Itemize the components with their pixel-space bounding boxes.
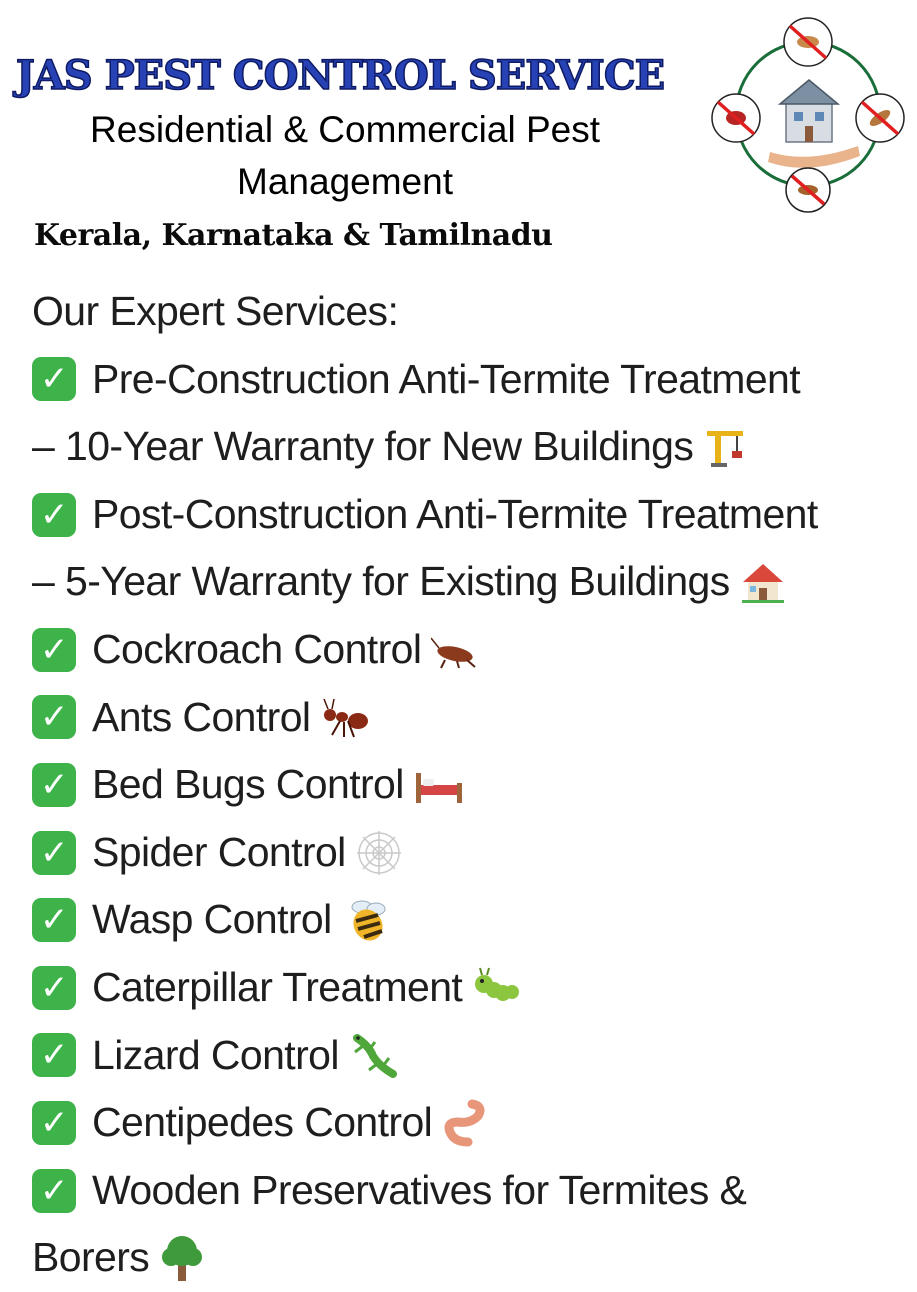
service-label: Bed Bugs Control [92,761,404,808]
check-icon: ✓ [32,965,76,1010]
company-name: JAS PEST CONTROL SERVICE [15,51,666,100]
bed-icon [414,765,464,805]
service-label: Caterpillar Treatment [92,963,463,1010]
tagline: Residential & Commercial Pest Management [20,104,670,208]
service-label: Wasp Control [92,896,332,943]
check-icon: ✓ [32,762,76,807]
service-note: – 5-Year Warranty for Existing Buildings [32,558,730,605]
check-icon: ✓ [32,357,76,402]
check-icon: ✓ [32,492,76,537]
house-icon [740,560,786,604]
list-item: ✓ Bed Bugs Control [32,751,912,819]
service-label: Wooden Preservatives for Termites & [92,1166,747,1213]
service-note: – 10-Year Warranty for New Buildings [32,423,694,470]
caterpillar-icon [472,966,522,1010]
service-label: Pre-Construction Anti-Termite Treatment [92,355,801,402]
list-item-continuation: Borers [32,1224,912,1292]
ant-icon [320,695,370,739]
worm-icon [442,1098,488,1148]
services-section: Our Expert Services: ✓ Pre-Construction … [32,278,912,1292]
check-icon: ✓ [32,627,76,672]
pest-control-logo [711,17,905,213]
check-icon: ✓ [32,695,76,740]
service-regions: Kerala, Karnataka & Tamilnadu [34,218,553,253]
service-label: Post-Construction Anti-Termite Treatment [92,490,818,537]
list-item-continuation: – 5-Year Warranty for Existing Buildings [32,548,912,616]
tree-icon [159,1233,205,1283]
list-item: ✓ Post-Construction Anti-Termite Treatme… [32,481,912,549]
service-note: Borers [32,1234,150,1281]
check-icon: ✓ [32,830,76,875]
list-item: ✓ Spider Control [32,819,912,887]
list-item-continuation: – 10-Year Warranty for New Buildings [32,413,912,481]
service-label: Spider Control [92,828,346,875]
list-item: ✓ Pre-Construction Anti-Termite Treatmen… [32,346,912,414]
cockroach-icon [431,630,481,670]
check-icon: ✓ [32,898,76,943]
service-label: Cockroach Control [92,625,422,672]
list-item: ✓ Cockroach Control [32,616,912,684]
list-item: ✓ Ants Control [32,684,912,752]
spider-web-icon [356,830,402,876]
service-label: Centipedes Control [92,1099,433,1146]
check-icon: ✓ [32,1168,76,1213]
list-item: ✓ Caterpillar Treatment [32,954,912,1022]
lizard-icon [349,1032,399,1079]
list-item: ✓ Lizard Control [32,1022,912,1090]
list-item: ✓ Wooden Preservatives for Termites & [32,1157,912,1225]
tagline-line-2: Management [237,161,453,202]
list-item: ✓ Wasp Control [32,886,912,954]
services-heading: Our Expert Services: [32,288,399,334]
tagline-line-1: Residential & Commercial Pest [90,109,600,150]
check-icon: ✓ [32,1033,76,1078]
bee-icon [342,895,392,945]
service-label: Ants Control [92,693,311,740]
crane-icon [703,425,747,469]
check-icon: ✓ [32,1100,76,1145]
list-item: ✓ Centipedes Control [32,1089,912,1157]
service-label: Lizard Control [92,1031,339,1078]
